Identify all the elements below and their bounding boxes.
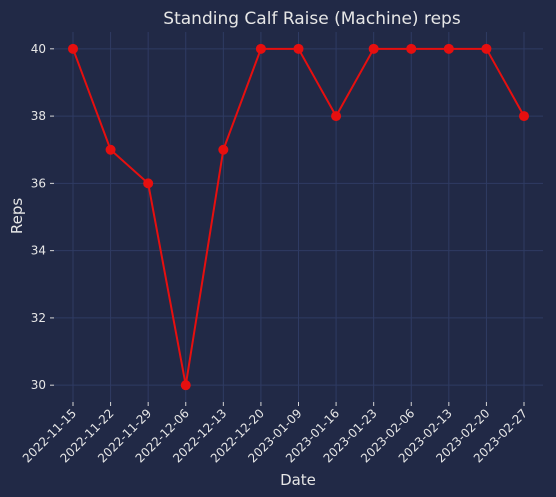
- data-point: [218, 144, 229, 155]
- chart-title: Standing Calf Raise (Machine) reps: [163, 9, 461, 29]
- data-point: [180, 380, 191, 391]
- data-point: [68, 43, 78, 54]
- y-tick-label: 34: [31, 244, 46, 258]
- y-tick-label: 36: [31, 176, 46, 190]
- data-point: [368, 43, 379, 54]
- data-point: [143, 178, 154, 189]
- data-point: [443, 43, 454, 54]
- y-tick-label: 32: [31, 311, 46, 325]
- grid: [54, 32, 543, 402]
- data-point: [105, 144, 116, 155]
- data-point: [293, 43, 304, 54]
- data-point: [481, 43, 492, 54]
- y-tick-label: 40: [31, 42, 46, 56]
- data-point: [406, 43, 417, 54]
- x-axis-label: Date: [280, 471, 316, 489]
- data-point: [331, 111, 342, 122]
- y-tick-label: 30: [31, 378, 46, 392]
- data-point: [519, 111, 529, 122]
- y-axis-ticks: 30 32 34 36 38 40: [31, 42, 54, 392]
- series-group: [68, 43, 529, 391]
- y-tick-label: 38: [31, 109, 46, 123]
- y-axis-label: Reps: [8, 198, 26, 234]
- data-point: [255, 43, 266, 54]
